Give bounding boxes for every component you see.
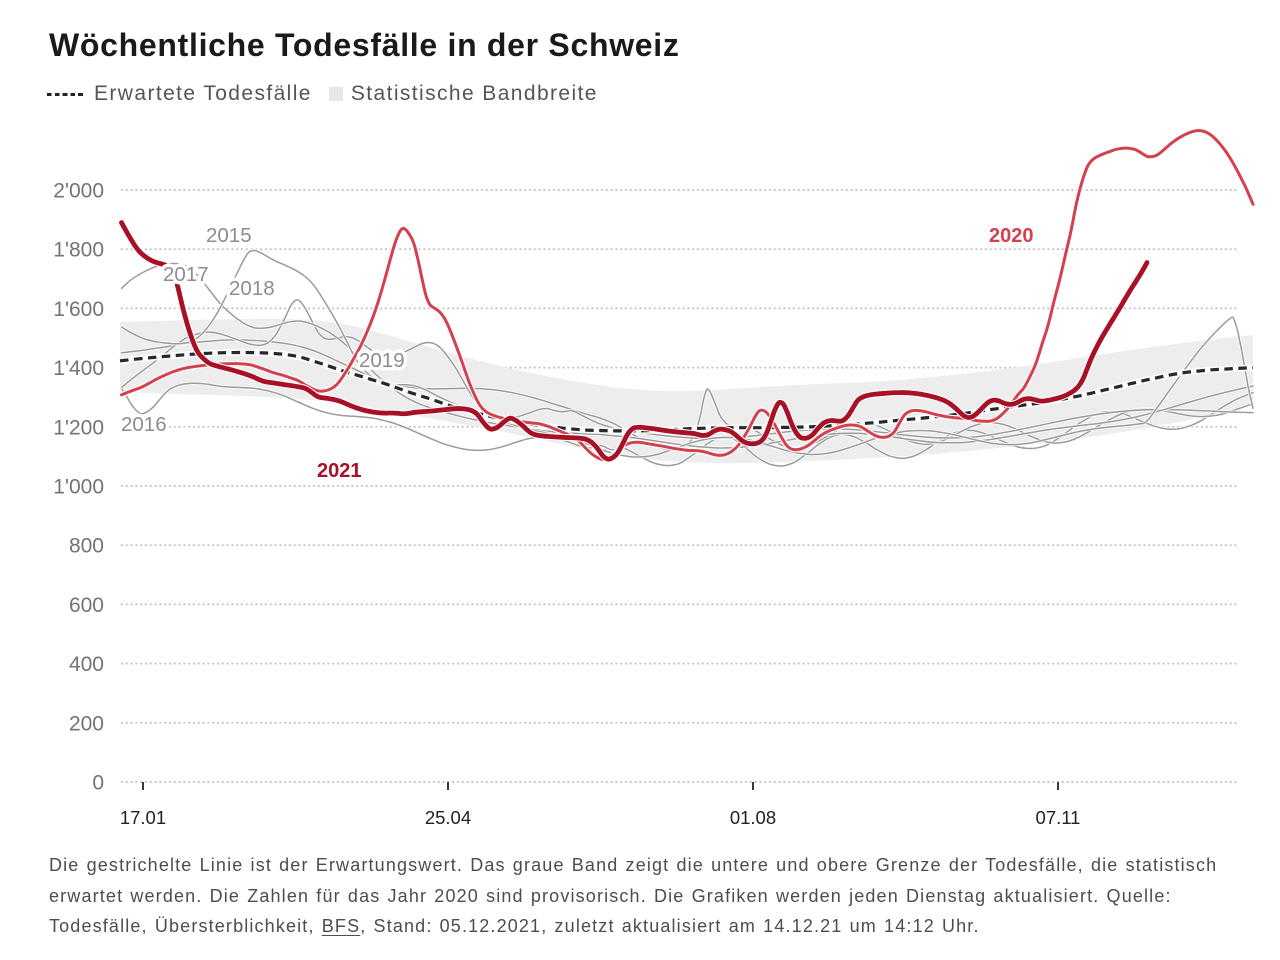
svg-text:2018: 2018 [229,277,275,300]
svg-text:25.04: 25.04 [425,807,471,828]
svg-text:1'200: 1'200 [53,416,104,439]
svg-text:400: 400 [69,653,104,676]
svg-text:2017: 2017 [163,263,209,286]
svg-text:0: 0 [92,772,104,795]
svg-text:2016: 2016 [121,413,167,436]
svg-text:2021: 2021 [317,460,362,482]
svg-text:200: 200 [69,712,104,735]
svg-text:800: 800 [69,535,104,558]
svg-text:01.08: 01.08 [730,807,776,828]
svg-text:2020: 2020 [989,225,1034,247]
svg-text:1'800: 1'800 [53,239,104,262]
svg-text:1'000: 1'000 [53,476,104,499]
svg-text:1'400: 1'400 [53,357,104,380]
svg-text:07.11: 07.11 [1036,807,1081,828]
svg-text:600: 600 [69,594,104,617]
svg-text:17.01: 17.01 [120,807,166,828]
svg-text:2015: 2015 [206,224,252,247]
svg-text:2'000: 2'000 [53,180,104,203]
svg-text:1'600: 1'600 [53,298,104,321]
svg-text:2019: 2019 [359,349,405,372]
